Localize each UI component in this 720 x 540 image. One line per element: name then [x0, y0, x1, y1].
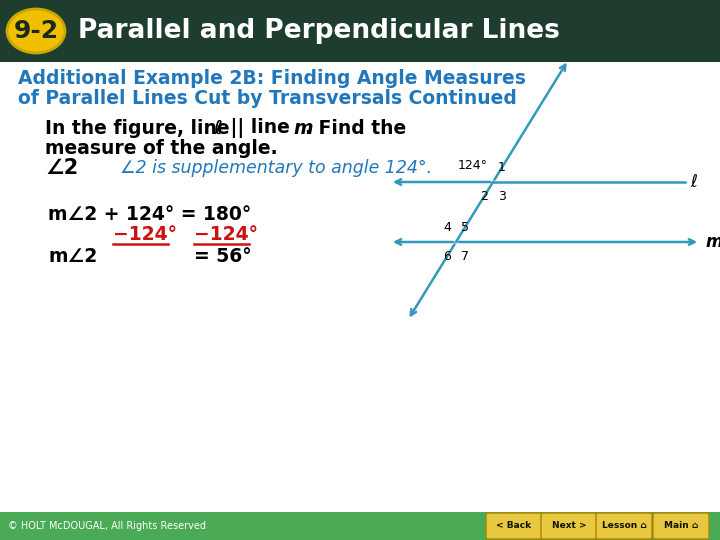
Text: In the figure, line: In the figure, line: [45, 118, 236, 138]
Text: 3: 3: [498, 190, 506, 203]
Text: 6: 6: [443, 250, 451, 263]
Text: 5: 5: [461, 221, 469, 234]
Text: of Parallel Lines Cut by Transversals Continued: of Parallel Lines Cut by Transversals Co…: [18, 89, 517, 107]
Text: ℓ: ℓ: [213, 118, 222, 138]
Text: 7: 7: [461, 250, 469, 263]
Text: −124°: −124°: [113, 226, 177, 245]
FancyBboxPatch shape: [653, 513, 709, 539]
Text: m: m: [705, 233, 720, 251]
Text: Parallel and Perpendicular Lines: Parallel and Perpendicular Lines: [78, 18, 560, 44]
Text: 1: 1: [498, 161, 506, 174]
Bar: [0, 512, 720, 540]
Text: ∠2 is supplementary to angle 124°.: ∠2 is supplementary to angle 124°.: [120, 159, 432, 177]
Ellipse shape: [7, 9, 65, 53]
Text: Main ⌂: Main ⌂: [664, 522, 698, 530]
Text: 9-2: 9-2: [14, 19, 58, 43]
Text: 2: 2: [480, 190, 488, 203]
Text: Additional Example 2B: Finding Angle Measures: Additional Example 2B: Finding Angle Mea…: [18, 69, 526, 87]
Text: measure of the angle.: measure of the angle.: [45, 138, 278, 158]
FancyBboxPatch shape: [596, 513, 652, 539]
Bar: [0, 0, 720, 62]
Text: −124°: −124°: [194, 226, 258, 245]
FancyBboxPatch shape: [486, 513, 542, 539]
Bar: [0, 62, 720, 512]
Text: 4: 4: [443, 221, 451, 234]
Text: < Back: < Back: [496, 522, 531, 530]
Text: ℓ: ℓ: [690, 173, 697, 191]
Text: 124°: 124°: [458, 159, 488, 172]
Text: m: m: [293, 118, 312, 138]
Text: Next >: Next >: [552, 522, 586, 530]
Text: m∠2: m∠2: [48, 247, 97, 267]
Text: m∠2 + 124° = 180°: m∠2 + 124° = 180°: [48, 206, 251, 225]
FancyBboxPatch shape: [541, 513, 597, 539]
Text: . Find the: . Find the: [305, 118, 406, 138]
Text: Lesson ⌂: Lesson ⌂: [602, 522, 647, 530]
Text: © HOLT McDOUGAL, All Rights Reserved: © HOLT McDOUGAL, All Rights Reserved: [8, 521, 206, 531]
Text: ∠2: ∠2: [45, 158, 78, 178]
Text: || line: || line: [224, 118, 297, 138]
Text: = 56°: = 56°: [194, 247, 251, 267]
